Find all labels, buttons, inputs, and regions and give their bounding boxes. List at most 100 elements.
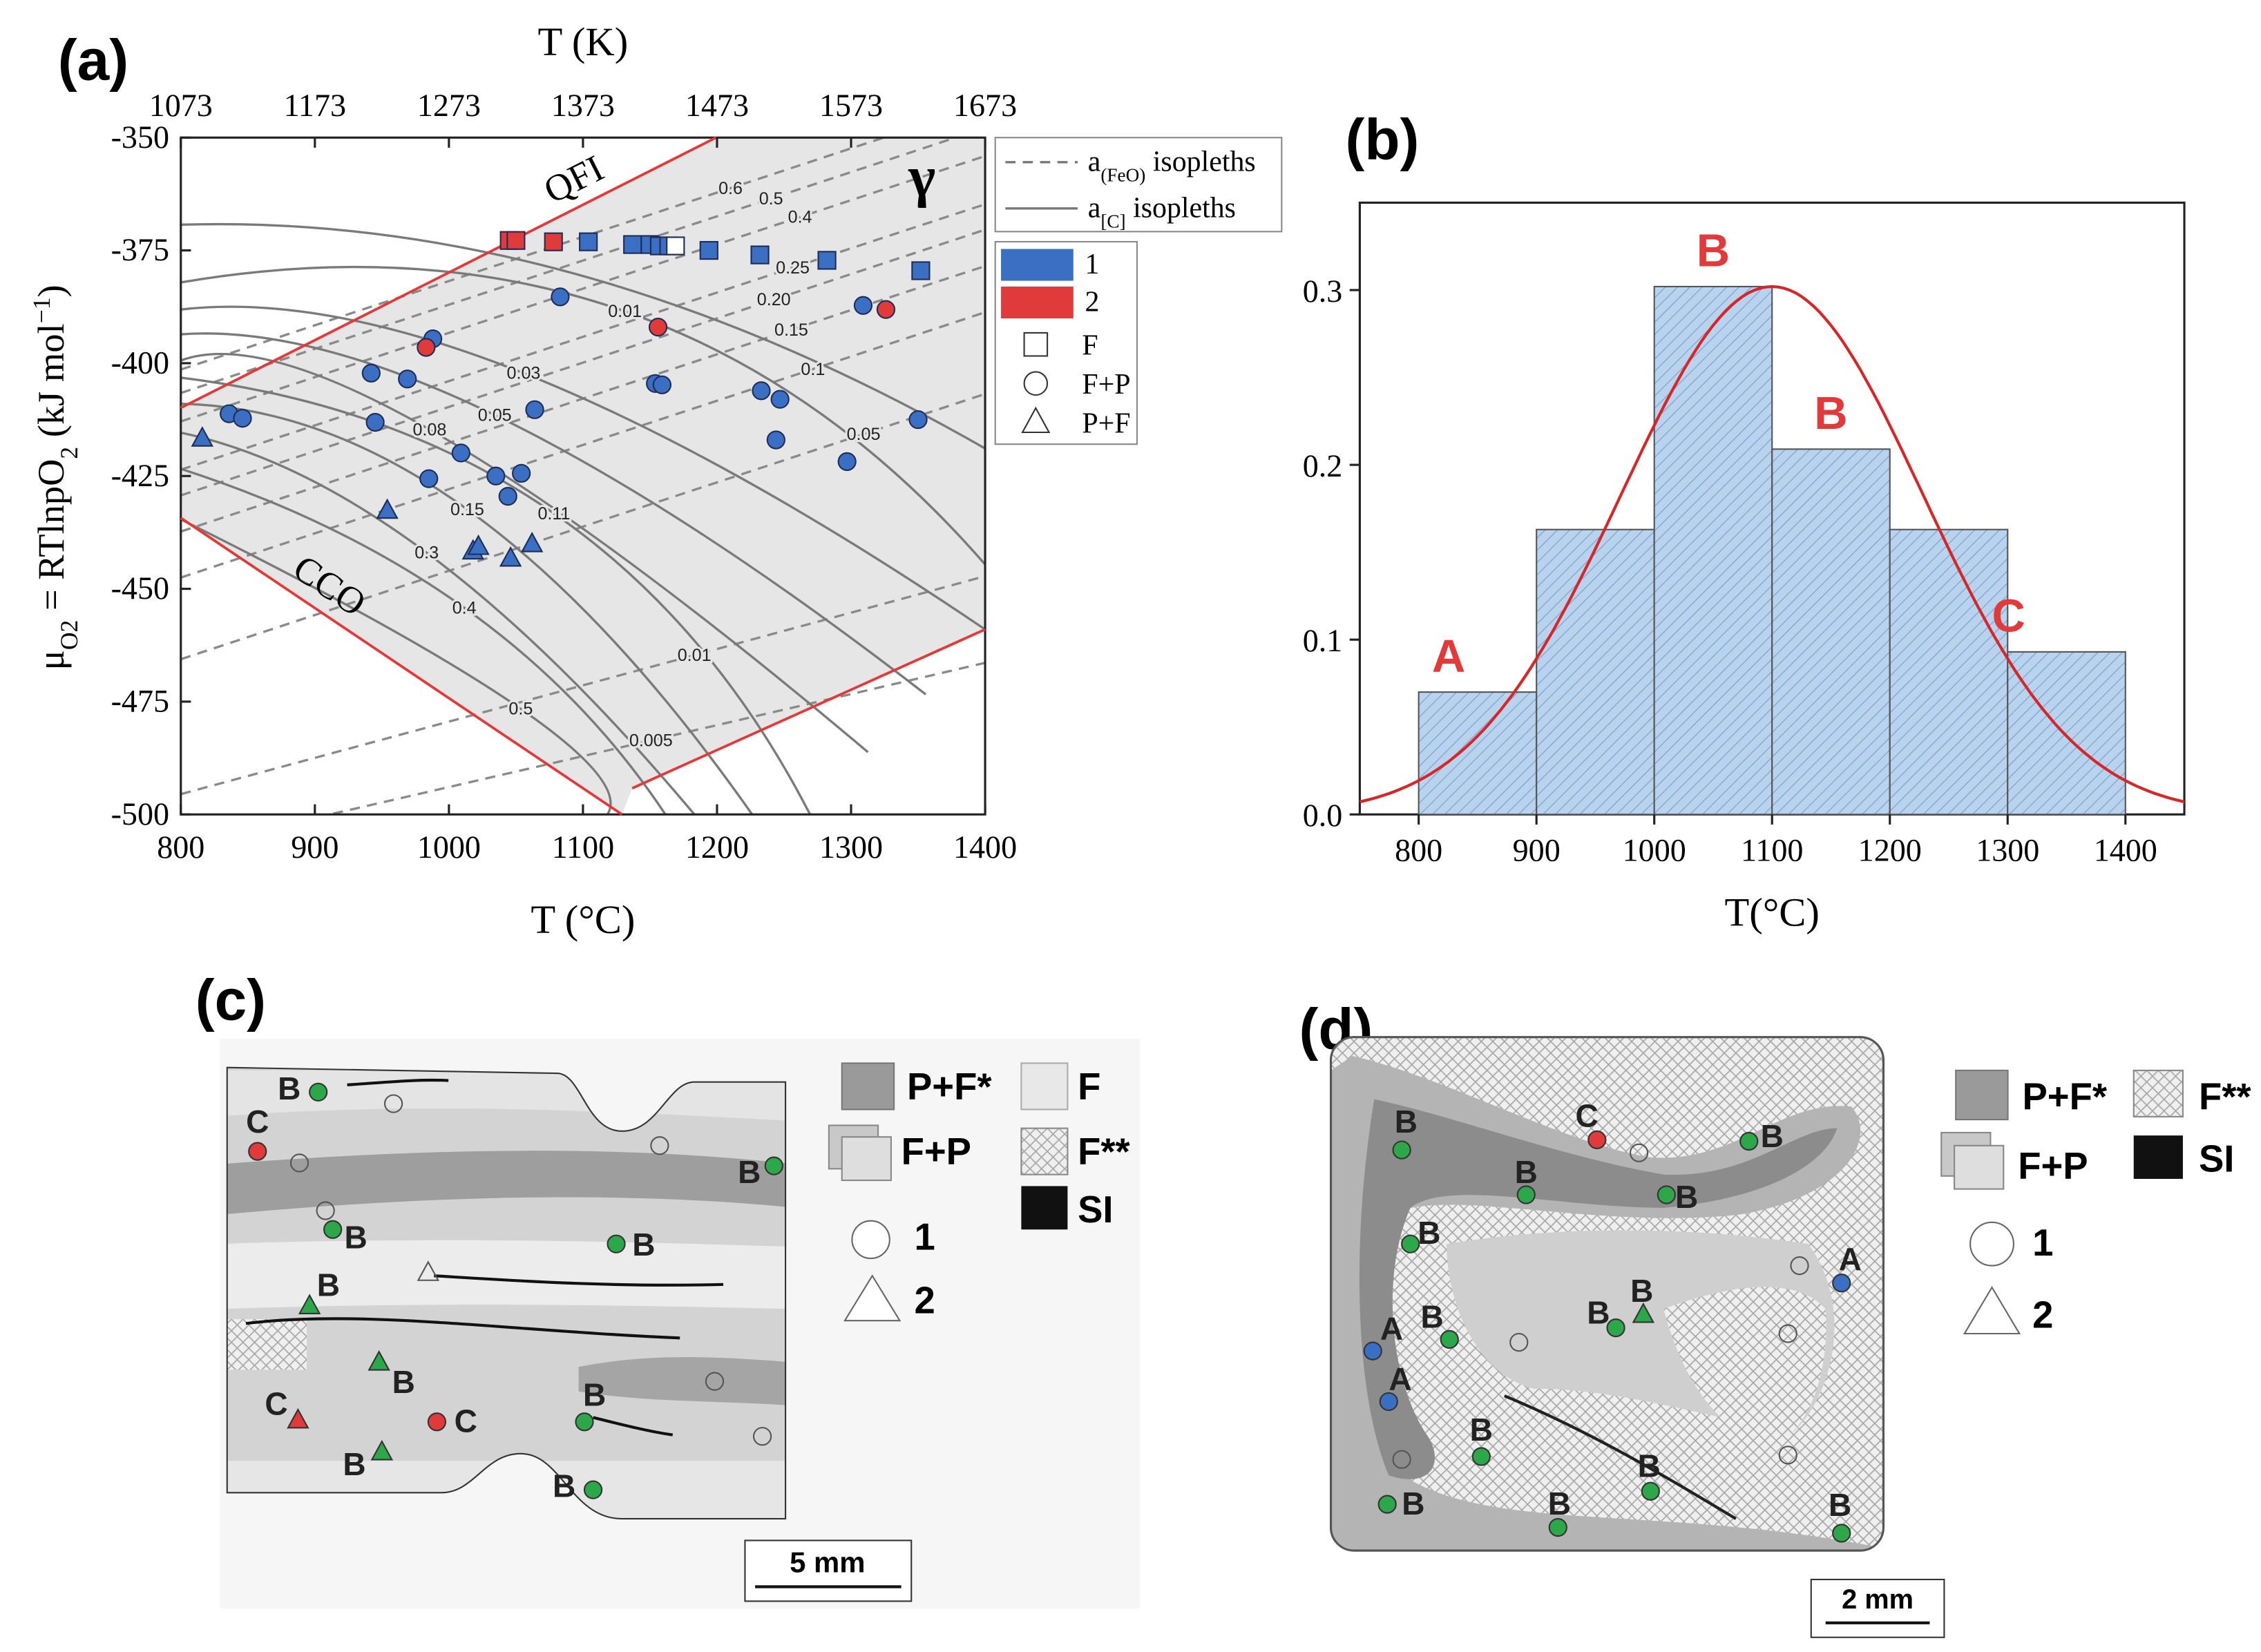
point-label: C — [1576, 1098, 1599, 1134]
circle-marker — [1363, 1341, 1382, 1361]
isopleth — [180, 222, 986, 450]
isopleth-label: 0.05 — [847, 425, 881, 444]
isopleth-label: 0.6 — [718, 179, 743, 198]
legend-label: F+P — [2018, 1145, 2088, 1187]
square-marker — [750, 245, 770, 265]
legend-label-part: a — [1088, 192, 1101, 224]
isopleth-label: 0.11 — [537, 504, 570, 524]
isopleth — [180, 518, 612, 815]
micrograph — [1330, 1037, 1884, 1551]
histogram-bar — [1418, 691, 1538, 816]
y-label-part: (kJ mol — [30, 323, 72, 446]
point-label: B — [1515, 1154, 1538, 1190]
legend-label-part: (FeO) — [1100, 164, 1145, 185]
legend-swatch — [1954, 1144, 2005, 1190]
bar-label: B — [1697, 225, 1730, 277]
x-tick-label: 1300 — [1976, 832, 2039, 867]
bar-label: C — [1992, 590, 2025, 642]
point-label: B — [1470, 1412, 1493, 1448]
y-label-part: 2 — [55, 447, 83, 459]
isopleth-label: 0.15 — [450, 500, 484, 519]
legend-swatch — [1963, 1285, 2021, 1335]
panel-label: (b) — [1345, 107, 1419, 172]
point-label: B — [1395, 1104, 1418, 1140]
legend-label: a[C] isopleths — [1088, 192, 1236, 231]
legend-swatch — [1020, 1062, 1069, 1111]
legend-label-part: isopleths — [1145, 146, 1255, 177]
circle-marker — [551, 287, 570, 307]
legend-label: a(FeO) isopleths — [1088, 146, 1256, 185]
circle-marker — [451, 443, 470, 463]
circle-marker — [1023, 371, 1049, 396]
circle-marker — [1778, 1446, 1797, 1465]
x2-tick-label: 1673 — [953, 88, 1017, 123]
x-axis-label: T (°C) — [531, 897, 635, 942]
square-marker — [911, 261, 931, 280]
legend-label: 1 — [1085, 249, 1100, 280]
legend-label: SI — [1078, 1189, 1113, 1231]
point-label: B — [1675, 1179, 1698, 1215]
circle-marker — [1548, 1518, 1567, 1537]
legend-label: F — [1078, 1066, 1100, 1108]
point-label: B — [738, 1154, 761, 1190]
legend-label: 1 — [2032, 1222, 2053, 1264]
triangle-marker — [191, 426, 214, 447]
isopleth — [180, 403, 754, 815]
histogram-bar — [1889, 528, 2009, 816]
circle-marker — [1509, 1332, 1529, 1352]
histogram-bar — [2007, 651, 2126, 816]
circle-marker — [1401, 1234, 1420, 1254]
point-label: B — [317, 1267, 340, 1303]
panel-label: (c) — [195, 968, 266, 1032]
isopleth — [180, 228, 986, 497]
legend-label-part: a — [1088, 146, 1101, 177]
legend-label: P+F* — [2022, 1075, 2107, 1117]
microstructure — [1359, 1099, 1838, 1479]
isopleth-label: 0.01 — [608, 302, 642, 321]
y-tick-label: -425 — [111, 458, 169, 493]
point-label: B — [1630, 1273, 1653, 1309]
triangle-marker — [368, 1350, 390, 1371]
legend-box — [994, 137, 1283, 233]
circle-marker — [1657, 1185, 1676, 1204]
isopleth-label: 0.08 — [412, 420, 446, 439]
phase-boundary — [631, 628, 986, 790]
circle-marker — [607, 1234, 626, 1254]
isopleth-label: 0.3 — [414, 544, 439, 563]
legend-swatch — [851, 1220, 890, 1260]
point-label: B — [1829, 1487, 1851, 1523]
square-marker — [544, 232, 563, 251]
point-label: B — [553, 1468, 575, 1504]
circle-marker — [398, 369, 417, 389]
phase-boundary — [180, 517, 623, 816]
triangle-marker — [287, 1408, 309, 1429]
legend-swatch — [1001, 286, 1074, 318]
circle-marker — [583, 1480, 603, 1499]
legend-swatch — [1969, 1221, 2014, 1267]
isopleth-label: 0.5 — [759, 189, 783, 209]
circle-marker — [752, 1427, 772, 1446]
point-label: B — [345, 1219, 368, 1255]
legend-swatch — [1020, 1127, 1069, 1175]
legend-label: P+F* — [907, 1066, 992, 1108]
circle-marker — [323, 1220, 343, 1239]
circle-marker — [908, 410, 928, 430]
micrograph — [227, 1067, 786, 1519]
legend-label-part: isopleths — [1126, 192, 1236, 224]
legend-label: F — [1082, 329, 1098, 361]
legend-label: F+P — [1082, 369, 1130, 401]
isopleth-label: 0.03 — [507, 364, 541, 383]
x-tick-label: 1400 — [2094, 832, 2157, 867]
legend-label: F** — [1078, 1131, 1130, 1173]
y-label-part: −1 — [28, 297, 55, 323]
triangle-marker — [298, 1294, 321, 1314]
triangle-marker — [1021, 406, 1051, 434]
isopleth — [180, 265, 986, 533]
square-marker — [579, 232, 598, 251]
circle-marker — [1379, 1392, 1398, 1412]
circle-marker — [486, 466, 506, 486]
y-tick-label: 0.3 — [1303, 273, 1343, 309]
circle-marker — [705, 1372, 725, 1391]
square-marker — [506, 231, 526, 250]
